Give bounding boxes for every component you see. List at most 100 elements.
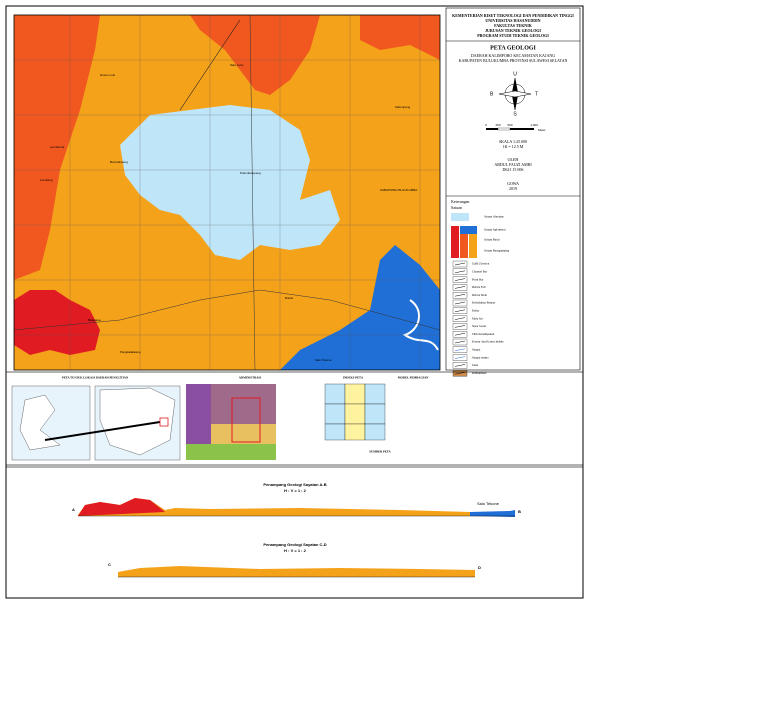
scale-bar [486, 127, 534, 131]
section-start: C [108, 562, 111, 567]
program: PROGRAM STUDI TEKNIK GEOLOGI [477, 33, 549, 38]
map-labels: Lembanna Lembang Dusun Lolo Bontobiraeng Pok… [40, 63, 417, 362]
section-ratio: H : V = 1 : 2 [284, 548, 306, 553]
ministry: KEMENTERIAN RISET TEKNOLOGI DAN PENDIDIK… [452, 13, 574, 18]
symbol-label: Jalan [472, 363, 479, 367]
section-start: A [72, 507, 75, 512]
faculty: FAKULTAS TEKNIK [494, 23, 533, 28]
place-label: KABUPATEN BULUKUMBA [380, 188, 417, 192]
symbol-label: Debris Slide [472, 293, 488, 297]
place-label: Salo Lohe [230, 63, 244, 67]
inset-strip [5, 371, 584, 466]
symbol [454, 301, 466, 305]
university: UNIVERSITAS HASANUDDIN [485, 18, 540, 23]
symbol-label: Sungai [472, 347, 481, 351]
study-area [231, 397, 261, 443]
title-panel [445, 7, 581, 371]
symbol-label: Debris Fall [472, 285, 486, 289]
symbol [454, 317, 466, 320]
swatch-batugamping [469, 226, 477, 258]
compass-south: S [513, 111, 517, 117]
symbol-label: Kontur dan Kontur Indeks [472, 340, 504, 344]
symbol-label: Kedudukan Batuan [472, 301, 496, 305]
admin-area [211, 424, 276, 444]
symbol-label: Mata Air [472, 316, 483, 320]
compass-west: B [490, 91, 494, 97]
place-label: Lembanna [50, 145, 65, 149]
locator-arrow [44, 421, 161, 441]
swatch-basal [460, 226, 468, 258]
map-title: PETA GEOLOGI [490, 45, 536, 51]
section-end: D [478, 565, 481, 570]
admin-area [211, 384, 276, 424]
scale-label: 250 [495, 123, 500, 127]
profile-blue [470, 510, 515, 517]
swatch-aluvium [451, 213, 469, 221]
compass-east: T [535, 91, 538, 97]
scale-sub: 1K = 12.5 M [503, 144, 524, 149]
author-id: D621 15 006 [503, 167, 524, 172]
map-frame [13, 14, 441, 371]
unit-label: Satuan Aluvium [484, 215, 504, 219]
unit-basal [14, 15, 100, 280]
unit-aglomerat [280, 245, 440, 370]
department: JURUSAN TEKNIK GEOLOGI [485, 28, 541, 33]
scale-label: 0 [485, 123, 487, 127]
unit-label: Satuan Aglomerat [484, 228, 506, 232]
inset-title: INDEKS PETA [343, 376, 364, 380]
symbol [454, 293, 466, 297]
section-line [13, 289, 441, 331]
place-label: Dusun Lolo [100, 73, 116, 77]
section-end: B [518, 509, 521, 514]
symbol-label: Point Bar [472, 277, 483, 281]
place-label: Pokonbalupeng [240, 171, 261, 175]
place: GOWA [507, 181, 519, 186]
scale-labels: 0 250 500 1.000 [485, 123, 538, 127]
place-label: Bontobiraeng [110, 160, 128, 164]
profile-batugamping [78, 498, 515, 516]
author-by: OLEH [508, 157, 519, 162]
inset-title: PETA TUNJUK LOKASI DAERAH PENELITIAN [62, 376, 129, 380]
section-frame [5, 466, 584, 599]
symbol-label: Pemukiman [472, 371, 487, 375]
profile-red [78, 498, 165, 516]
section-title: Penampang Geologi Sayatan A-B [263, 482, 326, 487]
symbol-legend: Gaffi Zirosion Channel Bar Point Bar Debris… [452, 260, 504, 377]
symbol [454, 356, 466, 359]
symbol [454, 348, 466, 352]
symbol [454, 278, 466, 281]
legend-title: Keterangan [451, 199, 469, 204]
scale-label: 1.000 [530, 123, 538, 127]
symbol [454, 332, 466, 336]
unit-label: Satuan Basal [484, 238, 500, 242]
unit-label: Satuan Batugamping [484, 249, 510, 253]
unit-aglomerat-red [14, 290, 100, 355]
section-label: Salo Tekone [477, 501, 500, 506]
symbol-label: Sesar Geser [472, 324, 486, 328]
place-label: Bulolo [285, 296, 294, 300]
grid [14, 15, 440, 370]
place-label: Pangkalakkang [120, 350, 141, 354]
area: DAERAH KALIMPORO KECAMATAN KAJANG [471, 53, 555, 58]
year: 2019 [509, 186, 517, 191]
area: KABUPATEN BULUKUMBA PROVINSI SULAWESI SE… [459, 58, 568, 63]
symbol [454, 309, 466, 313]
inset-title: MODEL PEMBAGIAN [398, 376, 429, 380]
unit-basal [190, 15, 320, 95]
inset-title: SUMBER PETA [369, 450, 391, 454]
section-title: Penampang Geologi Sayatan C-D [263, 542, 326, 547]
swatch-aglomerat [460, 226, 477, 234]
regency [99, 387, 176, 456]
profile-batugamping [118, 566, 475, 577]
section-ratio: H : V = 1 : 2 [284, 488, 306, 493]
symbol [454, 340, 466, 344]
inset-title: ADMINISTRASI [239, 376, 262, 380]
symbol-label: Sungai utama [472, 355, 489, 359]
scale-label: 500 [507, 123, 512, 127]
symbol [454, 371, 466, 375]
symbol-label: Channel Bar [472, 269, 487, 273]
place-label: Balagana [88, 318, 101, 322]
symbol-label: Kekar [472, 308, 479, 312]
